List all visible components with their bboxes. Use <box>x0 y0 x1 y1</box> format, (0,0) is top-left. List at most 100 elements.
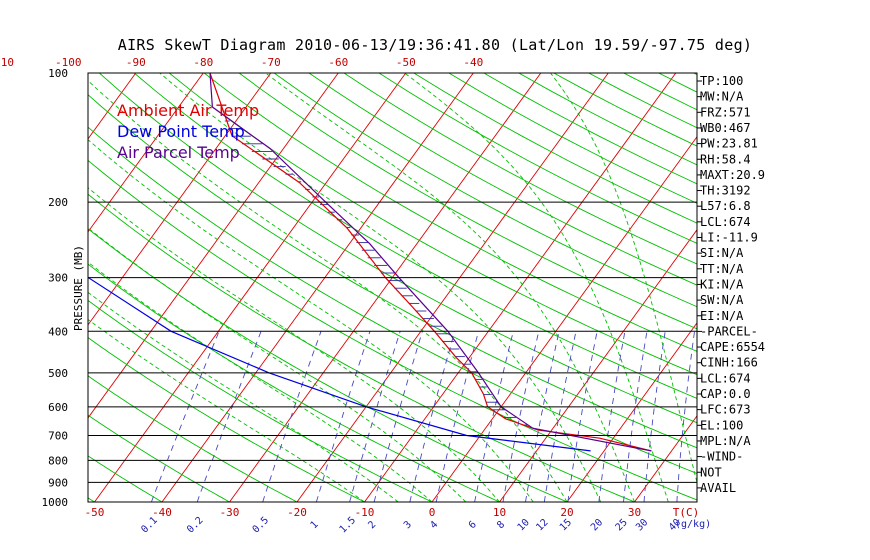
pressure-tick-label: 400 <box>48 325 68 338</box>
temp-tick-bottom: 10 <box>493 506 506 519</box>
dry-adiabat-line <box>658 73 697 93</box>
dry-adiabat-line <box>448 73 697 204</box>
dry-adiabat-line <box>88 455 163 502</box>
mixing-ratio-tick-label: 2 <box>366 519 378 531</box>
mixing-ratio-tick-label: 15 <box>558 517 574 533</box>
mixing-ratio-tick-label: 6 <box>467 519 479 531</box>
moist-adiabat-line <box>88 80 568 502</box>
moist-adiabat-line <box>88 291 399 502</box>
pressure-tick-label: 200 <box>48 196 68 209</box>
stability-index: -PARCEL- <box>700 324 758 338</box>
isotherm-line <box>296 73 609 502</box>
isotherm-line <box>566 322 697 502</box>
mixing-ratio-line <box>196 331 262 502</box>
moist-adiabat-line <box>88 139 534 502</box>
mixing-ratio-tick-label: 3 <box>402 519 414 531</box>
dry-adiabat-line <box>133 73 697 399</box>
moist-adiabat-line <box>88 187 500 502</box>
moist-adiabat-line <box>88 227 467 502</box>
stability-index: SI:N/A <box>700 246 744 260</box>
pressure-tick-label: 900 <box>48 476 68 489</box>
stability-index: WB0:467 <box>700 121 751 135</box>
mixing-ratio-line <box>409 331 456 502</box>
dry-adiabat-line <box>203 73 697 352</box>
dry-adiabat-line <box>88 337 365 502</box>
stability-index: SW:N/A <box>700 293 744 307</box>
stability-index: LFC:673 <box>700 403 751 417</box>
temp-tick-top: -100 <box>55 56 82 69</box>
dry-adiabat-line <box>518 73 697 166</box>
mixing-ratio-line <box>643 331 666 502</box>
temp-tick-top: -40 <box>463 56 483 69</box>
temp-tick-bottom: -20 <box>287 506 307 519</box>
stability-index: LI:-11.9 <box>700 231 758 245</box>
mixing-ratio-line <box>676 331 695 502</box>
mixing-ratio-tick-label: 4 <box>428 519 440 531</box>
moist-adiabat-line <box>404 73 669 502</box>
dry-adiabat-line <box>88 263 500 502</box>
isotherm-line <box>634 415 697 502</box>
mixing-ratio-line <box>349 331 401 502</box>
legend-entry: Air Parcel Temp <box>117 143 240 162</box>
isotherm-line <box>364 73 677 502</box>
stability-index: TH:3192 <box>700 184 751 198</box>
legend-entry: Dew Point Temp <box>117 122 245 141</box>
y-axis-title: PRESSURE (MB) <box>72 245 85 331</box>
temp-tick-bottom: -30 <box>220 506 240 519</box>
dry-adiabat-line <box>88 299 433 502</box>
stability-index: MAXT:20.9 <box>700 168 765 182</box>
dry-adiabat-line <box>308 73 697 286</box>
stability-index: CAP:0.0 <box>700 387 751 401</box>
pressure-tick-label: 300 <box>48 272 68 285</box>
temp-tick-top: -90 <box>126 56 146 69</box>
temp-tick-bottom: 0 <box>429 506 436 519</box>
dry-adiabat-line <box>238 73 697 330</box>
moist-adiabat-line <box>265 73 635 502</box>
temp-tick-bottom: -40 <box>152 506 172 519</box>
dry-adiabat-line <box>99 73 697 424</box>
temp-tick-top: -110 <box>0 56 14 69</box>
mixing-ratio-tick-label: 30 <box>634 517 650 533</box>
mixing-ratio-tick-label: 8 <box>495 519 507 531</box>
temp-tick-bottom: 20 <box>560 506 573 519</box>
dry-adiabat-line <box>88 159 697 501</box>
isotherm-line <box>499 229 697 502</box>
mixing-ratio-line <box>623 331 648 502</box>
moist-adiabat-line <box>550 73 697 485</box>
mixing-ratio-tick-label: 20 <box>589 517 605 533</box>
stability-index: EL:100 <box>700 418 743 432</box>
dry-adiabat-line <box>0 73 27 502</box>
dry-adiabat-line <box>88 126 697 475</box>
moist-adiabat-line <box>88 261 433 502</box>
cape-hatching <box>224 120 528 426</box>
isotherm-line <box>88 73 272 326</box>
mixing-ratio-tick-label: 25 <box>614 517 630 533</box>
isotherm-line <box>770 73 870 502</box>
temp-tick-top: -80 <box>193 56 213 69</box>
pressure-tick-label: 600 <box>48 401 68 414</box>
temp-tick-top: -70 <box>261 56 281 69</box>
moist-adiabat-line <box>88 318 365 502</box>
stability-index: LCL:674 <box>700 371 751 385</box>
series-line-ambient-air-temp <box>209 73 652 452</box>
isotherm-line <box>431 136 697 502</box>
mixing-ratio-line <box>525 331 560 502</box>
plot-border <box>87 72 698 503</box>
temp-tick-top: -50 <box>396 56 416 69</box>
pressure-tick-label: 1000 <box>42 496 69 509</box>
mixing-ratio-line <box>315 331 371 502</box>
dry-adiabat-line <box>88 414 230 502</box>
stability-index: FRZ:571 <box>700 105 751 119</box>
isotherm-line <box>229 73 542 502</box>
isotherm-line <box>88 73 204 233</box>
stability-index: EI:N/A <box>700 309 744 323</box>
chart-title: AIRS SkewT Diagram 2010-06-13/19:36:41.8… <box>117 36 753 54</box>
stability-index: PW:23.81 <box>700 137 758 151</box>
dry-adiabat-line <box>168 73 697 376</box>
dry-adiabat-line <box>343 73 697 265</box>
temp-tick-bottom: -10 <box>355 506 375 519</box>
stability-index: MW:N/A <box>700 90 744 104</box>
temp-tick-top: -60 <box>328 56 348 69</box>
temp-tick-bottom: -50 <box>85 506 105 519</box>
